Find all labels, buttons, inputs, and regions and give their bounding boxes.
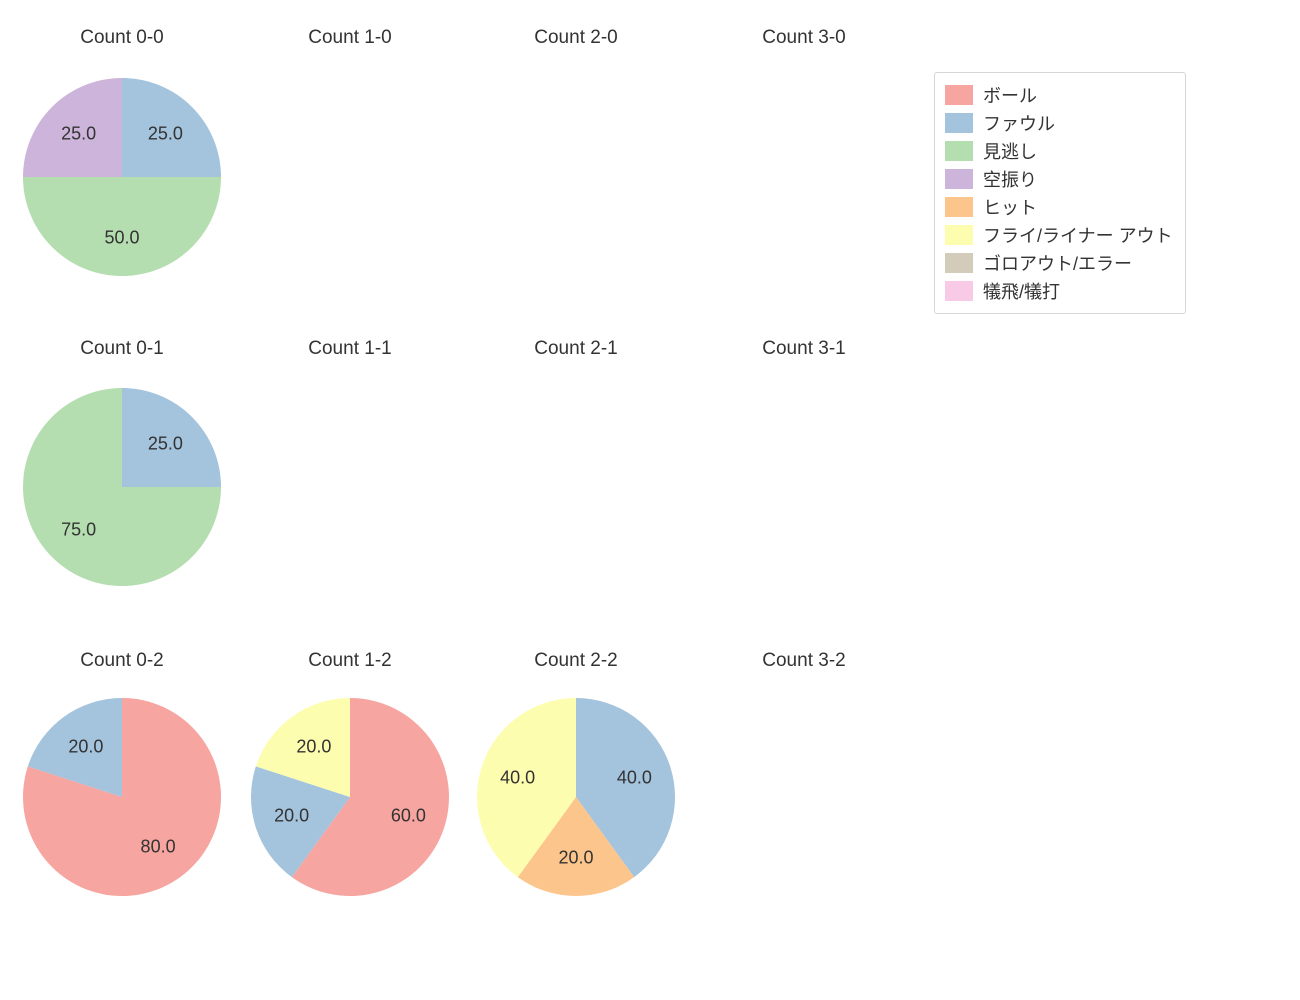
pie-slice bbox=[23, 177, 221, 276]
legend-item: ゴロアウト/エラー bbox=[945, 249, 1173, 277]
legend-item: フライ/ライナー アウト bbox=[945, 221, 1173, 249]
legend: ボールファウル見逃し空振りヒットフライ/ライナー アウトゴロアウト/エラー犠飛/… bbox=[934, 72, 1186, 314]
panel-title: Count 2-0 bbox=[534, 27, 617, 49]
chart-grid: Count 0-0 25.0 50.0 25.0 Count 1-0 Count 2-0 C… bbox=[0, 0, 1300, 1000]
legend-swatch bbox=[945, 113, 973, 133]
panel-title: Count 1-0 bbox=[308, 27, 391, 49]
pie-slice-label: 25.0 bbox=[148, 433, 183, 454]
pie-slice-label: 75.0 bbox=[61, 520, 96, 541]
pie-slice-label: 25.0 bbox=[61, 123, 96, 144]
pie-slice-label: 50.0 bbox=[104, 228, 139, 249]
pie-slice-label: 20.0 bbox=[68, 737, 103, 758]
legend-swatch bbox=[945, 85, 973, 105]
panel-title: Count 2-2 bbox=[534, 650, 617, 672]
legend-item: 見逃し bbox=[945, 137, 1173, 165]
panel-title: Count 0-2 bbox=[80, 650, 163, 672]
pie-slice-label: 20.0 bbox=[296, 737, 331, 758]
pie-chart bbox=[23, 698, 221, 896]
pie-slice-label: 25.0 bbox=[148, 123, 183, 144]
legend-label: ゴロアウト/エラー bbox=[983, 250, 1132, 276]
pie-chart bbox=[251, 698, 449, 896]
panel-title: Count 0-0 bbox=[80, 27, 163, 49]
pie-slice-label: 40.0 bbox=[500, 768, 535, 789]
pie-slice-label: 40.0 bbox=[617, 768, 652, 789]
legend-item: ファウル bbox=[945, 109, 1173, 137]
legend-item: ボール bbox=[945, 81, 1173, 109]
panel-title: Count 1-2 bbox=[308, 650, 391, 672]
legend-label: フライ/ライナー アウト bbox=[983, 222, 1173, 248]
panel-title: Count 3-2 bbox=[762, 650, 845, 672]
legend-swatch bbox=[945, 281, 973, 301]
legend-swatch bbox=[945, 197, 973, 217]
legend-item: 空振り bbox=[945, 165, 1173, 193]
legend-swatch bbox=[945, 169, 973, 189]
legend-item: 犠飛/犠打 bbox=[945, 277, 1173, 305]
pie-chart bbox=[23, 388, 221, 586]
panel-title: Count 3-1 bbox=[762, 338, 845, 360]
legend-label: ファウル bbox=[983, 110, 1055, 136]
legend-label: 空振り bbox=[983, 166, 1037, 192]
legend-item: ヒット bbox=[945, 193, 1173, 221]
legend-label: 犠飛/犠打 bbox=[983, 278, 1060, 304]
pie-slice-label: 20.0 bbox=[558, 848, 593, 869]
legend-label: 見逃し bbox=[983, 138, 1037, 164]
panel-title: Count 0-1 bbox=[80, 338, 163, 360]
legend-label: ヒット bbox=[983, 194, 1037, 220]
legend-label: ボール bbox=[983, 82, 1037, 108]
panel-title: Count 1-1 bbox=[308, 338, 391, 360]
pie-slice-label: 20.0 bbox=[274, 805, 309, 826]
legend-swatch bbox=[945, 253, 973, 273]
pie-slice-label: 60.0 bbox=[391, 805, 426, 826]
panel-title: Count 3-0 bbox=[762, 27, 845, 49]
legend-swatch bbox=[945, 225, 973, 245]
panel-title: Count 2-1 bbox=[534, 338, 617, 360]
pie-slice-label: 80.0 bbox=[141, 836, 176, 857]
legend-swatch bbox=[945, 141, 973, 161]
